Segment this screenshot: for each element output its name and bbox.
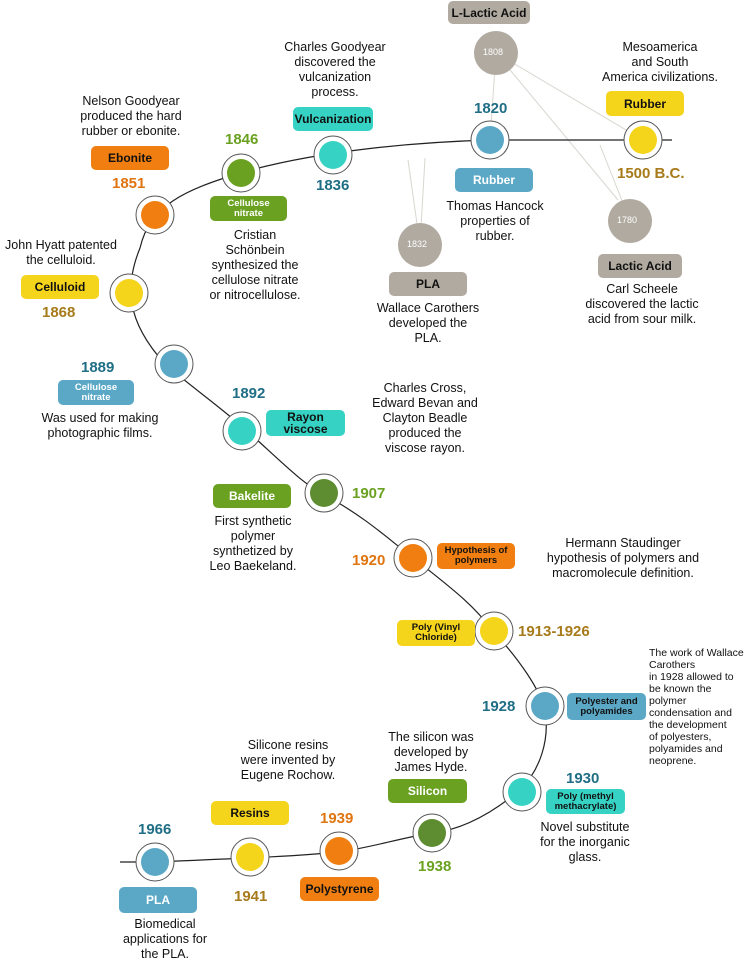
year-1941: 1941: [234, 888, 268, 905]
label-lactic-acid: Lactic Acid: [598, 254, 682, 278]
marker-1930: [502, 772, 542, 812]
year-1851: 1851: [112, 175, 146, 192]
marker-1851: [135, 195, 175, 235]
label-bakelite: Bakelite: [213, 484, 291, 508]
label-pmma: Poly (methyl methacrylate): [546, 789, 625, 814]
label-l-lactic-acid: L-Lactic Acid: [448, 1, 530, 24]
year-1913-1926: 1913-1926: [518, 623, 590, 640]
label-rayon-viscose: Rayon viscose: [266, 410, 345, 436]
year-1939: 1939: [320, 810, 354, 827]
year-1907: 1907: [352, 485, 386, 502]
marker-1920: [393, 538, 433, 578]
year-1920: 1920: [352, 552, 386, 569]
year-1500bc: 1500 B.C.: [617, 165, 685, 182]
desc-rubber-1820: Thomas Hancock properties of rubber.: [446, 199, 544, 243]
label-polyester: Polyester and polyamides: [567, 693, 646, 720]
label-rubber-1500bc: Rubber: [606, 91, 684, 116]
year-1966: 1966: [138, 821, 172, 838]
desc-bakelite: First synthetic polymer synthetized by L…: [209, 514, 297, 573]
marker-1820: [470, 120, 510, 160]
marker-1836: [313, 135, 353, 175]
desc-rubber-1500bc: Mesoamerica and South America civilizati…: [601, 40, 718, 84]
marker-1889: [154, 344, 194, 384]
year-1832: 1832: [407, 239, 428, 249]
desc-polyester: The work of Wallace Carothers in 1928 al…: [649, 647, 744, 767]
year-1938: 1938: [418, 858, 452, 875]
event-markers: [109, 120, 663, 882]
desc-pmma: Novel substitute for the inorganic glass…: [540, 820, 630, 864]
label-pla-1966: PLA: [119, 887, 197, 913]
marker-1500bc: [623, 120, 663, 160]
desc-lactic-acid: Carl Scheele discovered the lactic acid …: [585, 282, 699, 326]
year-1892: 1892: [232, 385, 266, 402]
marker-1846: [221, 153, 261, 193]
label-celluloid: Celluloid: [21, 275, 99, 299]
marker-1907: [304, 473, 344, 513]
marker-1941: [230, 837, 270, 877]
year-1808: 1808: [483, 47, 504, 57]
year-1846: 1846: [225, 131, 259, 148]
desc-hypothesis: Hermann Staudinger hypothesis of polymer…: [546, 536, 700, 580]
desc-ebonite: Nelson Goodyear produced the hard rubber…: [80, 94, 182, 138]
year-1820: 1820: [474, 100, 508, 117]
desc-vulcanization: Charles Goodyear discovered the vulcaniz…: [284, 40, 386, 99]
year-1780: 1780: [617, 215, 638, 225]
desc-pla-1966: Biomedical applications for the PLA.: [122, 917, 208, 961]
desc-rayon-viscose: Charles Cross, Edward Bevan and Clayton …: [372, 381, 478, 455]
desc-cellulose-1846: Cristian Schönbein synthesized the cellu…: [209, 228, 301, 302]
year-1930: 1930: [566, 770, 600, 787]
label-silicon: Silicon: [388, 779, 467, 803]
desc-silicon: The silicon was developed by James Hyde.: [388, 730, 474, 774]
year-1889: 1889: [81, 359, 115, 376]
label-pla-1832: PLA: [389, 272, 467, 296]
label-hypothesis: Hypothesis of polymers: [437, 543, 515, 569]
label-cellulose-1889: Cellulose nitrate: [58, 380, 134, 405]
label-resins: Resins: [211, 801, 289, 825]
marker-1966: [135, 842, 175, 882]
label-cellulose-1846: Cellulose nitrate: [210, 196, 287, 221]
desc-pla-1832: Wallace Carothers developed the PLA.: [376, 301, 480, 345]
marker-1928: [525, 686, 565, 726]
year-1836: 1836: [316, 177, 350, 194]
side-event-markers: [398, 31, 652, 267]
label-pvc: Poly (Vinyl Chloride): [397, 620, 475, 646]
desc-resins: Silicone resins were invented by Eugene …: [240, 738, 336, 782]
desc-cellulose-1889: Was used for making photographic films.: [41, 411, 159, 440]
marker-1892: [222, 411, 262, 451]
label-rubber-1820: Rubber: [455, 168, 533, 192]
desc-celluloid: John Hyatt patented the celluloid.: [5, 238, 117, 267]
label-polystyrene: Polystyrene: [300, 877, 379, 901]
marker-1913: [474, 611, 514, 651]
marker-1938: [412, 813, 452, 853]
year-1928: 1928: [482, 698, 516, 715]
label-vulcanization: Vulcanization: [293, 107, 373, 131]
year-1868: 1868: [42, 304, 76, 321]
marker-1868: [109, 273, 149, 313]
label-ebonite: Ebonite: [91, 146, 169, 170]
marker-1939: [319, 831, 359, 871]
